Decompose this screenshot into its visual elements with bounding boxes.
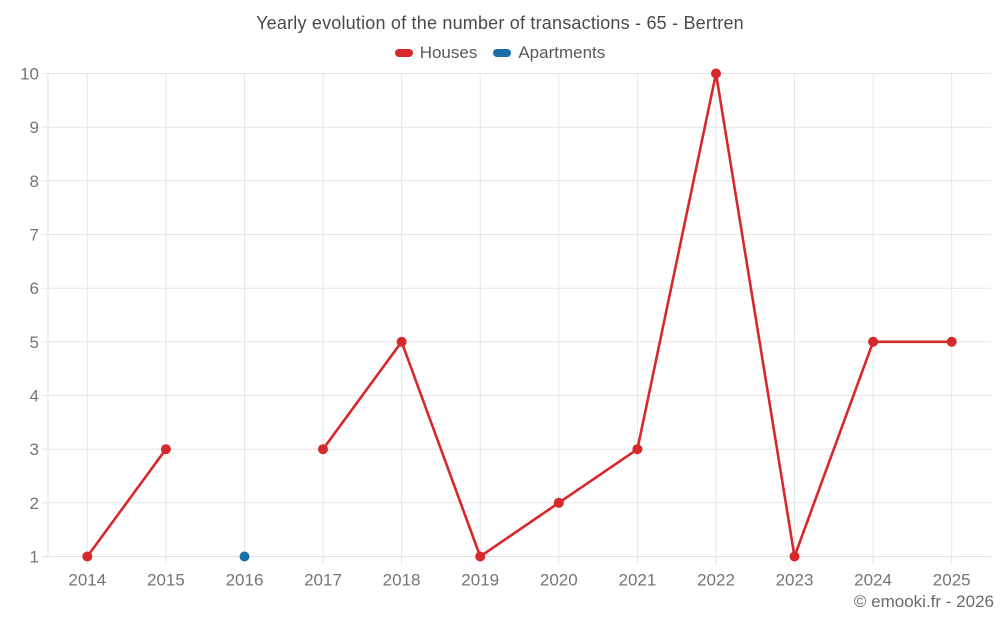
y-tick-label-9: 9: [30, 118, 39, 137]
point-houses-2018[interactable]: [396, 336, 407, 347]
point-apartments-2016[interactable]: [239, 551, 250, 562]
legend-label-houses: Houses: [419, 43, 478, 62]
y-tick-label-7: 7: [30, 226, 39, 245]
point-houses-2024[interactable]: [868, 336, 879, 347]
series-houses: [82, 68, 957, 562]
gridlines: [42, 73, 991, 565]
y-axis-labels: 1 2 3 4 5 6 7 8 9 10: [20, 65, 39, 567]
point-houses-2014[interactable]: [82, 551, 93, 562]
point-houses-2020[interactable]: [553, 497, 564, 508]
copyright-text: © emooki.fr - 2026: [853, 592, 994, 611]
point-houses-2015[interactable]: [160, 444, 171, 455]
x-tick-label-2014: 2014: [68, 571, 106, 590]
x-tick-label-2021: 2021: [618, 571, 656, 590]
legend-label-apartments: Apartments: [518, 43, 606, 62]
legend-swatch-apartments: [493, 49, 512, 57]
legend-item-apartments[interactable]: Apartments: [493, 43, 605, 63]
y-tick-label-3: 3: [30, 440, 39, 459]
x-tick-label-2023: 2023: [776, 571, 814, 590]
y-tick-label-6: 6: [30, 279, 39, 298]
y-tick-label-10: 10: [20, 65, 39, 84]
x-tick-label-2024: 2024: [854, 571, 892, 590]
chart-title: Yearly evolution of the number of transa…: [256, 13, 744, 33]
x-tick-label-2015: 2015: [147, 571, 185, 590]
y-tick-label-8: 8: [30, 172, 39, 191]
y-tick-label-1: 1: [30, 548, 39, 567]
x-tick-label-2022: 2022: [697, 571, 735, 590]
x-tick-label-2018: 2018: [383, 571, 421, 590]
x-tick-label-2016: 2016: [226, 571, 264, 590]
y-tick-label-5: 5: [30, 333, 39, 352]
legend-item-houses[interactable]: Houses: [394, 43, 478, 63]
legend-swatch-houses: [394, 49, 413, 57]
point-houses-2022[interactable]: [711, 68, 721, 79]
point-houses-2019[interactable]: [475, 551, 486, 562]
y-tick-label-2: 2: [30, 494, 39, 513]
point-houses-2021[interactable]: [632, 444, 643, 455]
line-houses: [86, 72, 953, 558]
x-tick-label-2025: 2025: [933, 571, 971, 590]
y-tick-label-4: 4: [30, 387, 39, 406]
x-tick-label-2019: 2019: [461, 571, 499, 590]
legend: Houses Apartments: [0, 43, 1000, 63]
x-axis-labels: 2014 2015 2016 2017 2018 2019 2020 2021 2022 2023…: [68, 571, 970, 590]
x-tick-label-2020: 2020: [540, 571, 578, 590]
x-tick-label-2017: 2017: [304, 571, 342, 590]
point-houses-2017[interactable]: [318, 444, 328, 455]
series-apartments: [239, 551, 250, 562]
point-houses-2025[interactable]: [946, 336, 957, 347]
point-houses-2023[interactable]: [789, 551, 800, 562]
